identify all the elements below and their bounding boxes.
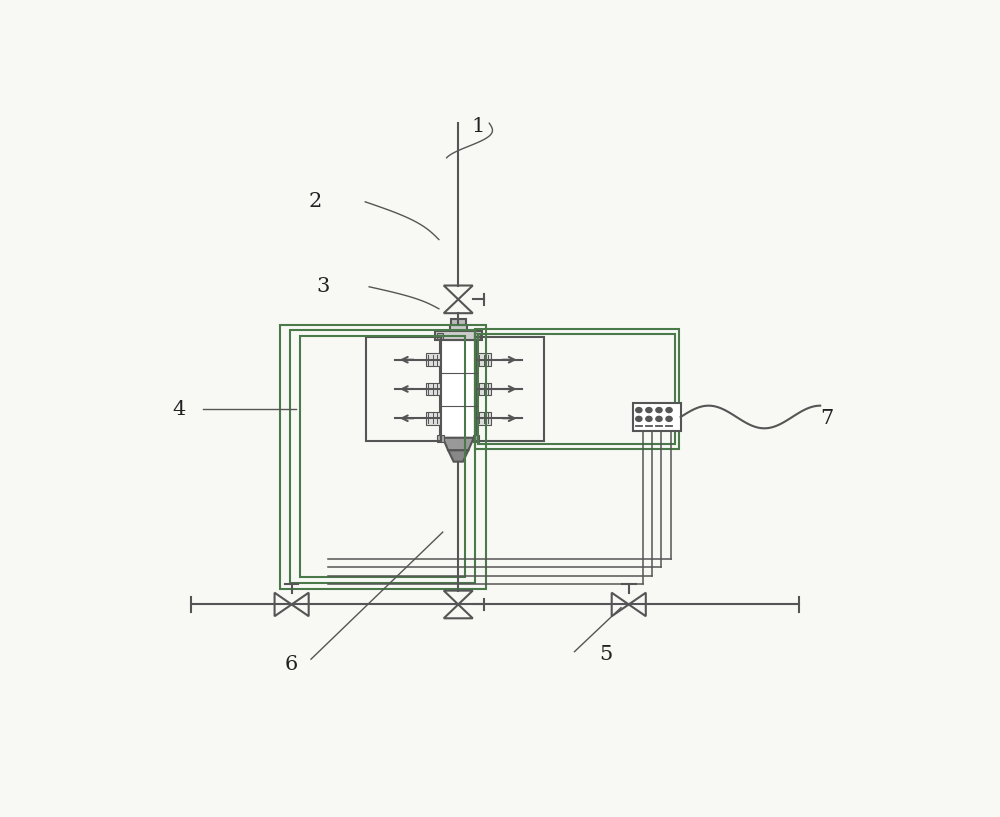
Bar [450,319,466,324]
Bar [290,330,475,583]
Circle shape [636,408,642,413]
Polygon shape [448,450,468,462]
Bar [437,333,443,339]
Bar [450,324,467,334]
Bar [280,324,486,589]
Bar [366,337,441,441]
Circle shape [656,408,662,413]
Circle shape [646,408,652,413]
Bar [475,329,679,449]
Text: 3: 3 [316,277,329,297]
Text: 6: 6 [285,654,298,674]
Bar [477,354,491,366]
Bar [435,332,482,340]
Bar [475,337,544,441]
Bar [633,403,681,431]
Circle shape [636,417,642,422]
Bar [300,336,465,578]
Polygon shape [443,438,474,450]
Circle shape [646,417,652,422]
Circle shape [656,417,662,422]
Text: 5: 5 [599,645,612,664]
Bar [426,412,440,425]
Circle shape [666,417,672,422]
Bar [440,340,477,438]
Bar [426,382,440,395]
Circle shape [666,408,672,413]
Bar [478,334,675,444]
Bar [477,412,491,425]
Bar [426,354,440,366]
Text: 7: 7 [820,409,833,428]
Text: 2: 2 [308,192,322,212]
Bar [437,435,444,441]
Text: 4: 4 [173,400,186,419]
Bar [477,382,491,395]
Bar [473,435,479,441]
Text: 1: 1 [471,117,484,136]
Bar [474,333,480,339]
